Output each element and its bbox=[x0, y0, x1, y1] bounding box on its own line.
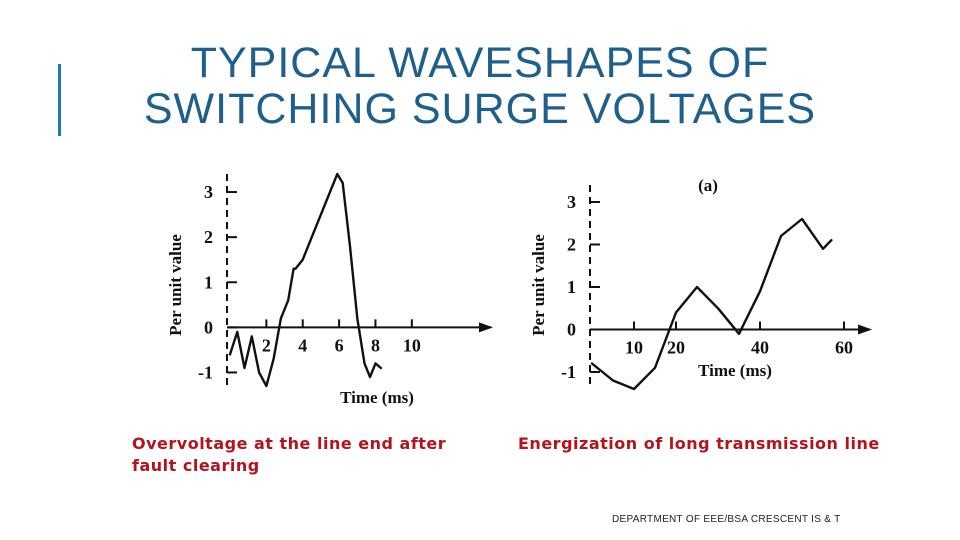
caption-left-line-1: Overvoltage at the line end after bbox=[132, 434, 447, 453]
chart-right-x-tick-label: 20 bbox=[667, 338, 685, 358]
chart-right-y-tick-label: 1 bbox=[567, 277, 576, 297]
footer-department: DEPARTMENT OF EEE/BSA CRESCENT IS & T bbox=[612, 514, 841, 525]
chart-left-x-tick-label: 10 bbox=[403, 335, 421, 355]
chart-right-xlabel: Time (ms) bbox=[698, 361, 772, 380]
chart-left-y-tick-label: -1 bbox=[198, 362, 213, 382]
chart-left-ylabel: Per unit value bbox=[166, 234, 185, 336]
caption-right: Energization of long transmission line bbox=[518, 434, 880, 453]
chart-right-series-line-0 bbox=[590, 217, 833, 391]
chart-right-y-tick-label: 2 bbox=[567, 235, 576, 255]
chart-left-x-axis-arrow bbox=[479, 322, 493, 333]
title-line-2: SWITCHING SURGE VOLTAGES bbox=[143, 85, 817, 133]
chart-left-y-tick-label: 3 bbox=[204, 182, 213, 202]
chart-left-x-tick-label: 6 bbox=[335, 335, 344, 355]
chart-right-y-tick-label: -1 bbox=[561, 362, 576, 382]
chart-right-x-axis-arrow bbox=[858, 324, 872, 335]
chart-right-energization: (a) Per unit value Time (ms) -1 0 1 2 3 10 20 4… bbox=[529, 176, 872, 391]
chart-right-x-tick-label: 10 bbox=[625, 338, 643, 358]
title-line-1: TYPICAL WAVESHAPES OF bbox=[190, 39, 770, 87]
chart-left-y-tick-label: 0 bbox=[204, 317, 213, 337]
chart-left-y-tick-label: 2 bbox=[204, 227, 213, 247]
accent-bar bbox=[58, 64, 61, 136]
chart-right-x-tick-label: 40 bbox=[751, 338, 769, 358]
chart-right-title: (a) bbox=[698, 176, 718, 195]
chart-left-overvoltage: Per unit value Time (ms) -1 0 1 2 3 2 4 6 8 10 bbox=[166, 172, 493, 407]
chart-left-y-tick-label: 1 bbox=[204, 272, 213, 292]
slide-title: TYPICAL WAVESHAPES OF SWITCHING SURGE VO… bbox=[100, 40, 860, 132]
chart-left-series-line-0 bbox=[228, 172, 383, 388]
chart-left-x-tick-label: 8 bbox=[371, 335, 380, 355]
caption-left: Overvoltage at the line end after fault … bbox=[132, 433, 446, 477]
caption-left-line-2: fault clearing bbox=[132, 456, 260, 475]
chart-left-xlabel: Time (ms) bbox=[340, 388, 414, 407]
chart-right-x-tick-label: 60 bbox=[835, 338, 853, 358]
chart-left-x-tick-label: 2 bbox=[262, 335, 271, 355]
chart-right-ylabel: Per unit value bbox=[529, 234, 548, 336]
chart-right-y-tick-label: 3 bbox=[567, 192, 576, 212]
chart-right-y-tick-label: 0 bbox=[567, 320, 576, 340]
chart-left-x-tick-label: 4 bbox=[298, 335, 307, 355]
